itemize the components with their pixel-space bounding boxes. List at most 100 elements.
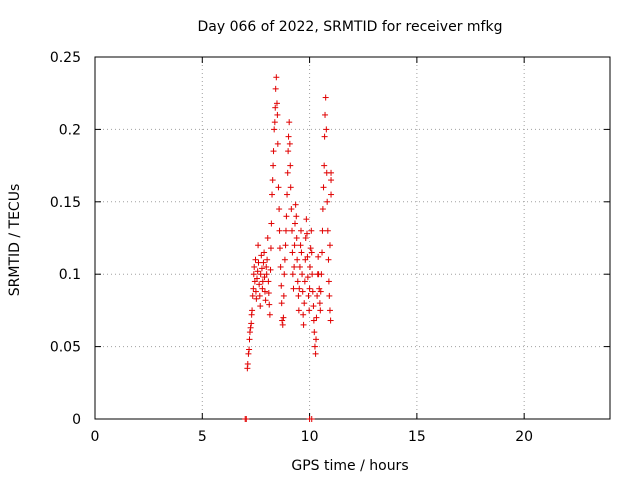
- data-point: [252, 256, 259, 263]
- data-point: [291, 220, 298, 227]
- y-tick-label: 0.05: [50, 340, 81, 356]
- data-point: [282, 227, 289, 234]
- data-point: [258, 265, 265, 272]
- data-point: [269, 177, 276, 184]
- data-point: [316, 285, 323, 292]
- data-point: [278, 282, 285, 289]
- y-tick-label: 0.1: [59, 267, 81, 283]
- data-point: [273, 100, 280, 107]
- data-point: [304, 253, 311, 260]
- data-point: [311, 329, 318, 336]
- data-point: [308, 416, 315, 422]
- data-point: [287, 162, 294, 169]
- y-tick-label: 0: [72, 412, 81, 428]
- data-point: [276, 245, 283, 252]
- data-point: [244, 360, 251, 367]
- data-point: [295, 292, 302, 299]
- data-point: [326, 242, 333, 249]
- data-point: [308, 249, 315, 256]
- x-axis-label: GPS time / hours: [291, 458, 408, 474]
- data-point: [274, 111, 281, 118]
- data-point: [319, 249, 326, 256]
- data-point: [295, 307, 302, 314]
- data-point: [284, 169, 291, 176]
- data-point: [301, 278, 308, 285]
- data-point: [264, 235, 271, 241]
- data-point: [328, 169, 335, 176]
- data-point: [250, 271, 257, 278]
- data-point: [298, 227, 304, 234]
- data-point: [293, 235, 300, 241]
- data-point: [306, 307, 313, 314]
- data-point: [280, 314, 287, 321]
- data-point: [312, 350, 319, 357]
- data-point: [262, 297, 269, 304]
- data-point: [321, 133, 328, 140]
- data-point: [263, 263, 270, 270]
- data-point: [270, 148, 277, 155]
- data-point: [308, 227, 315, 234]
- x-tick-label: 20: [515, 429, 533, 445]
- y-tick-label: 0.2: [59, 122, 81, 138]
- data-point: [276, 227, 283, 234]
- data-point: [294, 278, 301, 285]
- data-point: [255, 242, 262, 249]
- data-point: [289, 249, 296, 256]
- chart-title: Day 066 of 2022, SRMTID for receiver mfk…: [198, 19, 503, 35]
- data-point: [259, 278, 266, 285]
- data-point: [317, 307, 324, 314]
- data-point: [277, 263, 284, 270]
- data-point: [260, 259, 267, 266]
- data-point: [281, 271, 288, 278]
- data-point: [272, 104, 279, 111]
- data-point: [311, 343, 318, 350]
- y-tick-label: 0.15: [50, 195, 81, 211]
- data-point: [328, 177, 335, 184]
- data-point: [291, 242, 298, 249]
- data-point: [274, 140, 281, 147]
- y-tick-label: 0.25: [50, 50, 81, 66]
- data-point: [258, 252, 265, 259]
- data-point: [271, 119, 278, 126]
- data-point: [263, 271, 270, 278]
- data-point: [265, 290, 272, 297]
- data-point: [327, 317, 334, 324]
- data-point: [306, 285, 313, 292]
- data-point: [285, 133, 292, 140]
- data-point: [252, 288, 259, 295]
- data-point: [309, 288, 316, 295]
- data-point: [303, 216, 310, 223]
- data-point: [321, 162, 328, 169]
- data-point: [251, 263, 258, 270]
- data-point: [273, 74, 280, 81]
- data-point: [249, 307, 256, 314]
- data-point: [310, 317, 317, 324]
- data-point: [257, 303, 264, 310]
- data-point: [261, 288, 268, 295]
- data-point: [290, 285, 297, 292]
- x-tick-label: 10: [301, 429, 319, 445]
- data-point: [272, 85, 279, 92]
- data-point: [296, 285, 303, 292]
- data-point: [289, 271, 296, 278]
- data-point: [279, 317, 286, 324]
- data-point: [279, 321, 286, 328]
- data-point: [315, 253, 322, 260]
- data-point: [324, 198, 331, 205]
- data-point: [276, 206, 283, 213]
- data-point: [301, 300, 308, 307]
- grid: [95, 57, 610, 419]
- data-point: [299, 271, 306, 278]
- data-points: [242, 74, 335, 422]
- data-point: [322, 94, 329, 101]
- data-point: [283, 213, 290, 220]
- data-point: [299, 288, 306, 295]
- data-point: [309, 271, 316, 278]
- data-point: [256, 281, 263, 288]
- data-point: [317, 288, 324, 295]
- data-point: [269, 191, 276, 198]
- data-point: [319, 206, 326, 213]
- data-point: [257, 271, 264, 278]
- data-point: [296, 263, 303, 270]
